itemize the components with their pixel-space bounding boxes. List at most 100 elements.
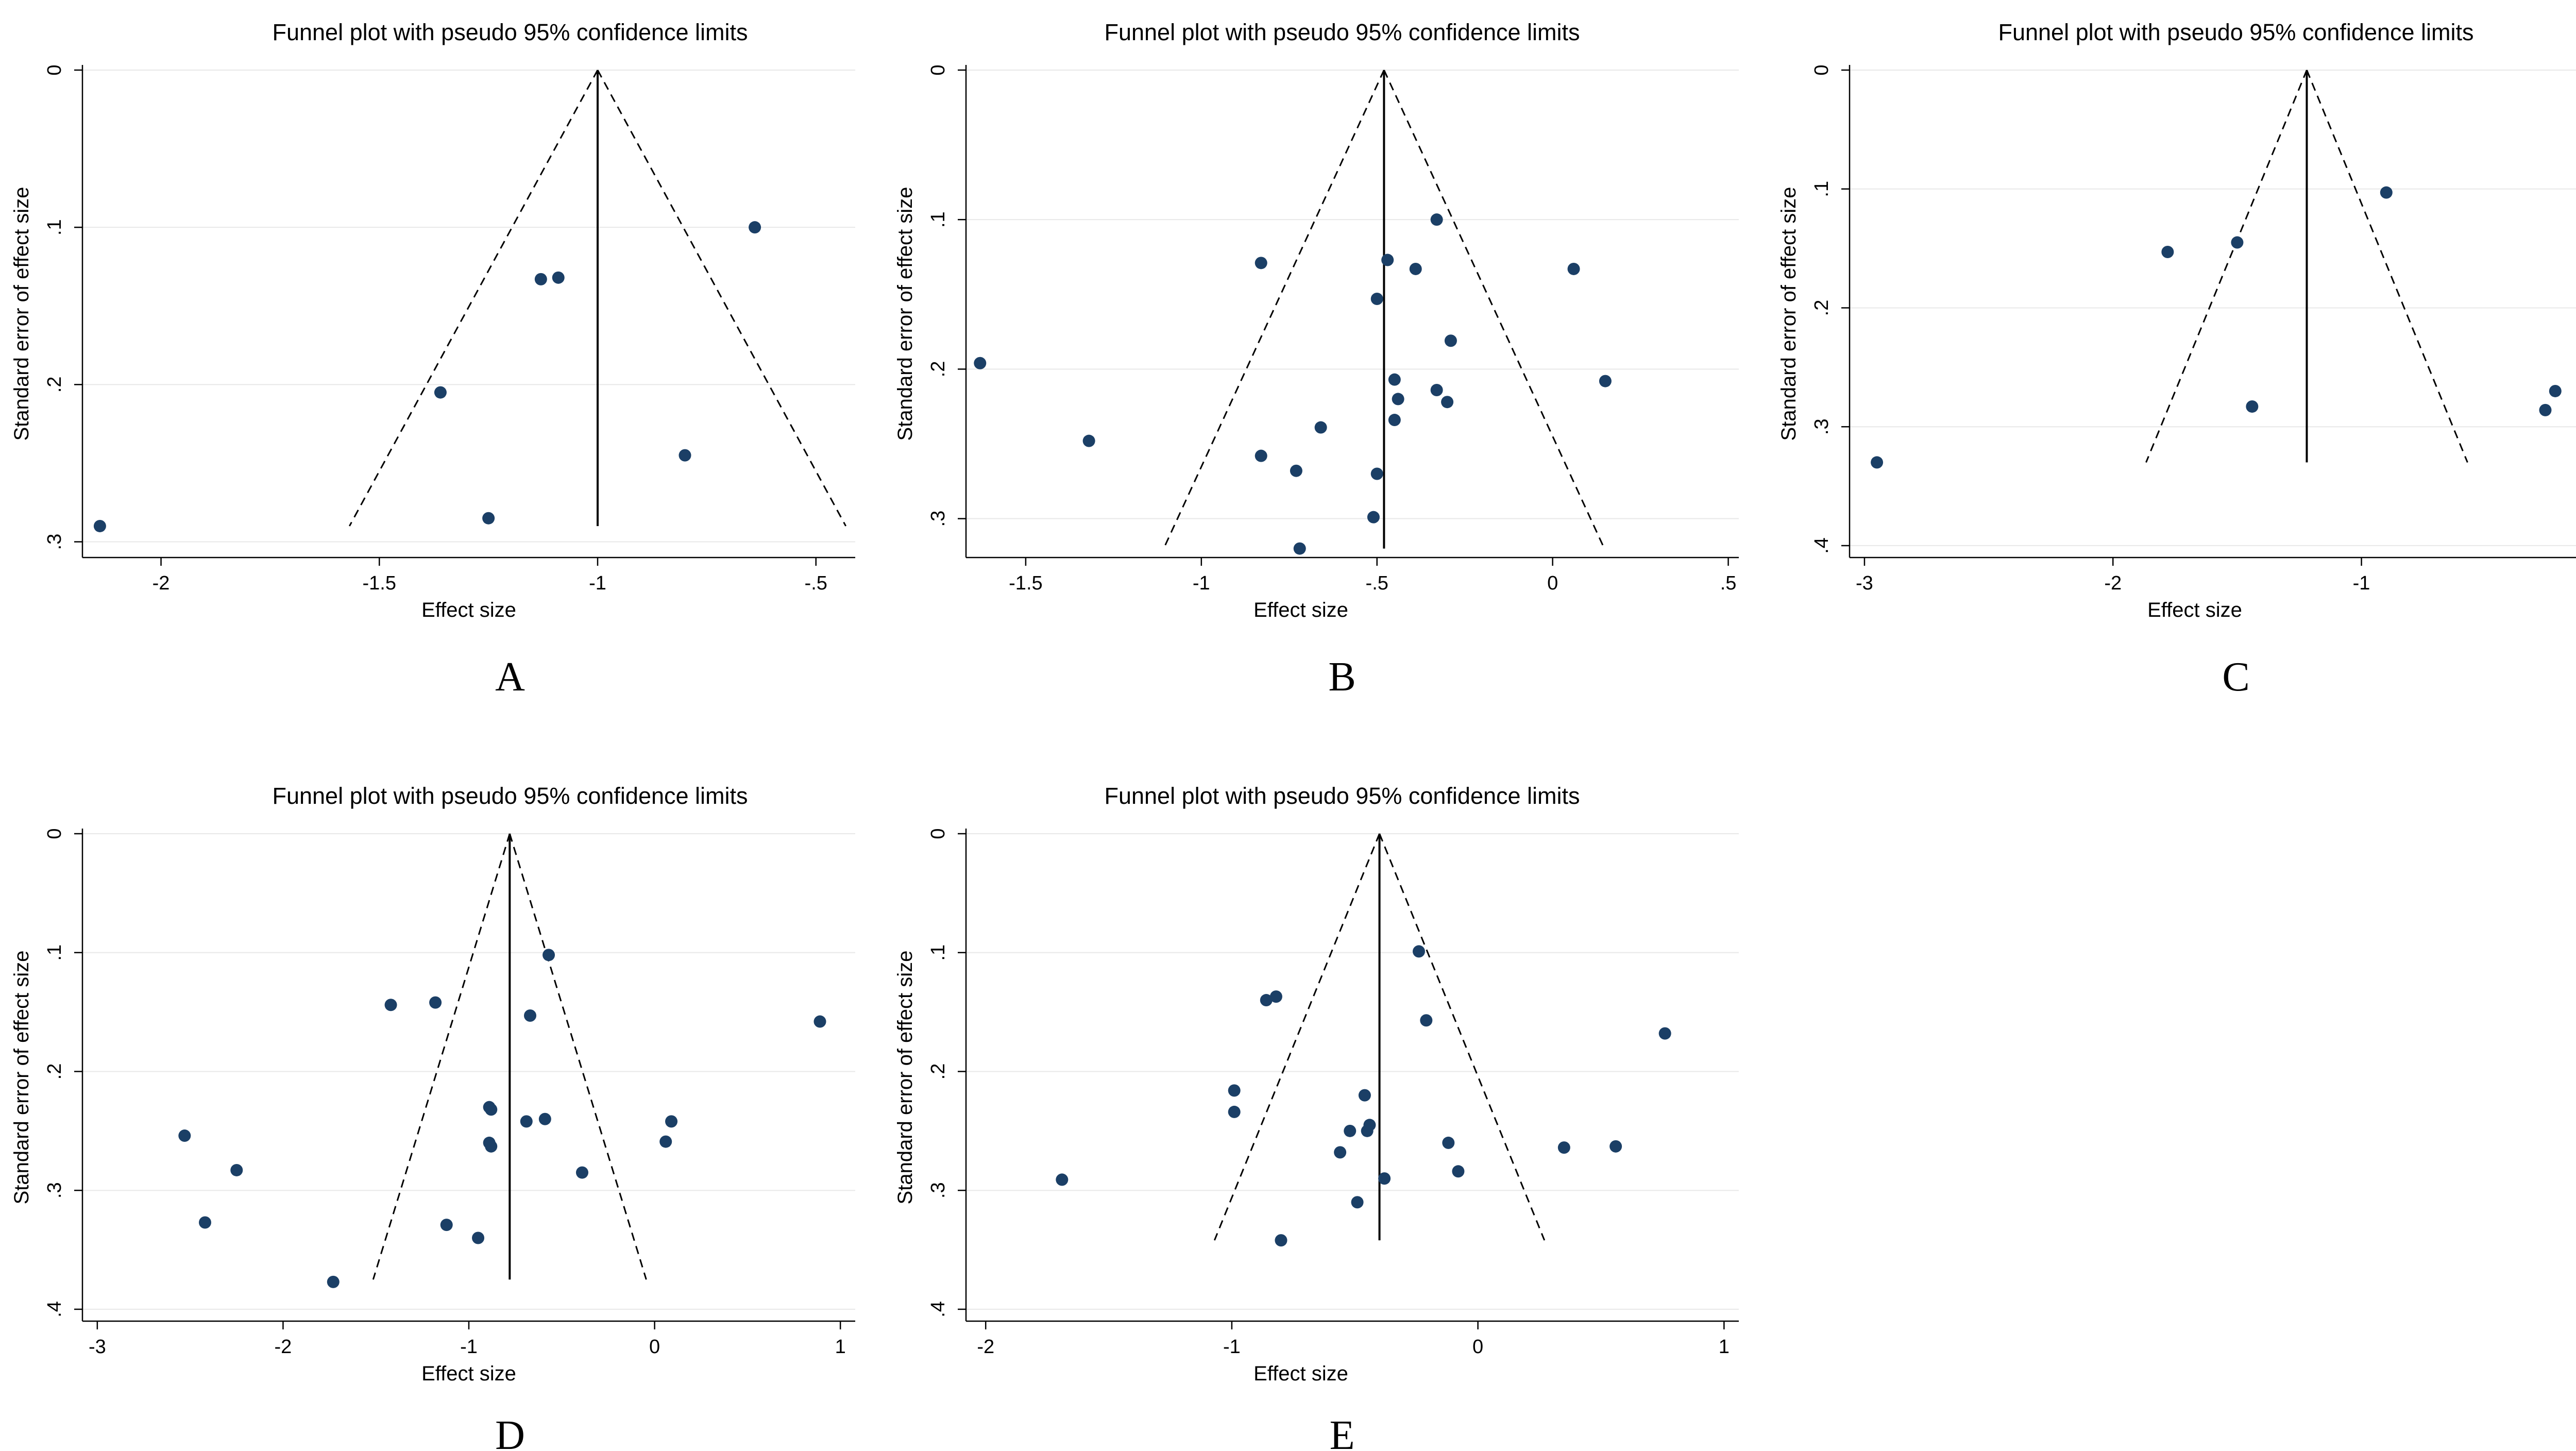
x-tick-label-d-3: 0	[649, 1336, 660, 1358]
x-tick-label-a-2: -1	[589, 572, 606, 594]
study-point-e-18	[1609, 1140, 1622, 1153]
y-axis-label-a: Standard error of effect size	[10, 187, 33, 441]
chart-title-a: Funnel plot with pseudo 95% confidence l…	[272, 19, 748, 45]
x-tick-label-e-2: 0	[1472, 1336, 1483, 1358]
study-point-d-11	[485, 1140, 498, 1153]
study-point-e-11	[1363, 1119, 1376, 1132]
study-point-b-19	[1567, 262, 1580, 275]
y-tick-label-e-3: .3	[927, 1182, 949, 1199]
study-point-d-13	[523, 1009, 536, 1022]
y-tick-label-d-3: .3	[44, 1182, 65, 1199]
chart-title-c: Funnel plot with pseudo 95% confidence l…	[1998, 19, 2473, 45]
x-tick-label-d-0: -3	[89, 1336, 106, 1358]
study-point-c-5	[2539, 403, 2552, 416]
study-point-c-3	[2246, 400, 2259, 413]
study-point-d-9	[485, 1103, 498, 1116]
x-tick-label-b-1: -1	[1193, 572, 1210, 594]
study-point-a-5	[679, 449, 691, 462]
study-point-e-15	[1442, 1136, 1455, 1149]
y-tick-label-d-4: .4	[44, 1301, 65, 1318]
y-tick-label-c-1: .1	[1811, 181, 1833, 197]
y-tick-label-b-1: .1	[927, 211, 949, 228]
y-tick-label-c-0: 0	[1811, 64, 1833, 75]
x-tick-label-e-0: -2	[977, 1336, 994, 1358]
y-axis-label-e: Standard error of effect size	[894, 951, 917, 1205]
x-tick-label-e-1: -1	[1223, 1336, 1241, 1358]
x-tick-label-c-2: -1	[2353, 572, 2370, 594]
panel-a: 0 .1 .2 .3 -2 -1.5 -1 -.5 Funnel plot with pseud…	[10, 19, 855, 700]
study-point-c-6	[2549, 384, 2562, 397]
y-tick-label-e-2: .2	[927, 1064, 949, 1080]
x-tick-label-b-3: 0	[1547, 572, 1558, 594]
y-tick-label-a-1: .1	[44, 219, 65, 235]
study-point-b-17	[1441, 396, 1454, 409]
y-tick-label-e-4: .4	[927, 1301, 949, 1318]
study-point-b-15	[1430, 213, 1443, 226]
study-point-d-14	[538, 1112, 551, 1125]
y-tick-label-a-0: 0	[44, 64, 65, 75]
study-point-a-3	[534, 273, 547, 285]
panel-e: 0 .1 .2 .3 .4 -2 -1 0 1 Funnel plot with pseudo 9…	[894, 783, 1739, 1451]
study-point-e-3	[1260, 994, 1273, 1007]
study-point-e-0	[1056, 1173, 1069, 1186]
funnel-lower-limit-e	[1213, 833, 1380, 1241]
study-point-d-2	[230, 1163, 243, 1176]
study-point-d-5	[429, 996, 442, 1009]
study-point-e-4	[1269, 990, 1282, 1003]
panel-letter-b: B	[1328, 654, 1355, 700]
study-point-e-2	[1228, 1105, 1241, 1118]
study-point-b-4	[1290, 464, 1302, 477]
study-point-e-1	[1228, 1084, 1241, 1097]
study-point-e-17	[1557, 1141, 1570, 1154]
x-tick-label-d-1: -2	[275, 1336, 292, 1358]
study-point-b-3	[1255, 449, 1267, 462]
study-point-d-17	[659, 1135, 672, 1148]
panel-c: 0.1.2.3.4-3-2-10Funnel plot with pseudo …	[1777, 19, 2576, 700]
x-tick-label-c-0: -3	[1856, 572, 1873, 594]
study-point-e-19	[1658, 1027, 1671, 1040]
study-point-c-2	[2231, 236, 2244, 249]
study-point-e-7	[1344, 1124, 1357, 1137]
study-point-e-5	[1275, 1234, 1287, 1247]
x-tick-label-b-0: -1.5	[1009, 572, 1042, 594]
x-tick-label-a-0: -2	[152, 572, 170, 594]
study-point-e-6	[1334, 1146, 1347, 1159]
x-tick-label-d-2: -1	[460, 1336, 478, 1358]
study-point-c-4	[2380, 186, 2393, 199]
funnel-lower-limit-d	[372, 833, 511, 1280]
funnel-upper-limit-c	[2306, 70, 2468, 463]
study-point-e-8	[1351, 1196, 1364, 1209]
study-point-b-5	[1293, 542, 1306, 555]
study-point-b-2	[1255, 257, 1267, 269]
study-point-b-9	[1367, 511, 1380, 524]
chart-title-b: Funnel plot with pseudo 95% confidence l…	[1104, 19, 1580, 45]
y-tick-label-b-3: .3	[927, 511, 949, 527]
x-tick-label-b-2: -.5	[1366, 572, 1388, 594]
study-point-a-0	[93, 519, 106, 532]
study-point-a-2	[482, 512, 495, 525]
study-point-c-0	[1871, 456, 1884, 469]
y-tick-label-c-3: .3	[1811, 418, 1833, 435]
y-tick-label-b-0: 0	[927, 64, 949, 75]
study-point-c-1	[2161, 246, 2174, 259]
study-point-b-10	[1381, 254, 1394, 266]
panel-letter-d: D	[495, 1413, 525, 1451]
study-point-d-18	[665, 1115, 678, 1128]
y-tick-label-a-2: .2	[44, 376, 65, 393]
study-point-e-14	[1420, 1014, 1433, 1027]
funnel-upper-limit-b	[1383, 70, 1605, 549]
x-tick-label-c-1: -2	[2104, 572, 2122, 594]
x-axis-label-a: Effect size	[421, 599, 516, 621]
funnel-upper-limit-d	[509, 833, 647, 1280]
funnel-lower-limit-a	[348, 70, 599, 527]
study-point-d-1	[198, 1216, 211, 1229]
y-tick-label-d-1: .1	[44, 944, 65, 961]
x-tick-label-b-4: .5	[1720, 572, 1737, 594]
study-point-b-14	[1409, 262, 1422, 275]
y-tick-label-e-1: .1	[927, 944, 949, 961]
funnel-lower-limit-c	[2145, 70, 2308, 463]
y-tick-label-c-4: .4	[1811, 537, 1833, 554]
x-tick-label-a-3: -.5	[805, 572, 827, 594]
study-point-a-1	[434, 386, 447, 399]
